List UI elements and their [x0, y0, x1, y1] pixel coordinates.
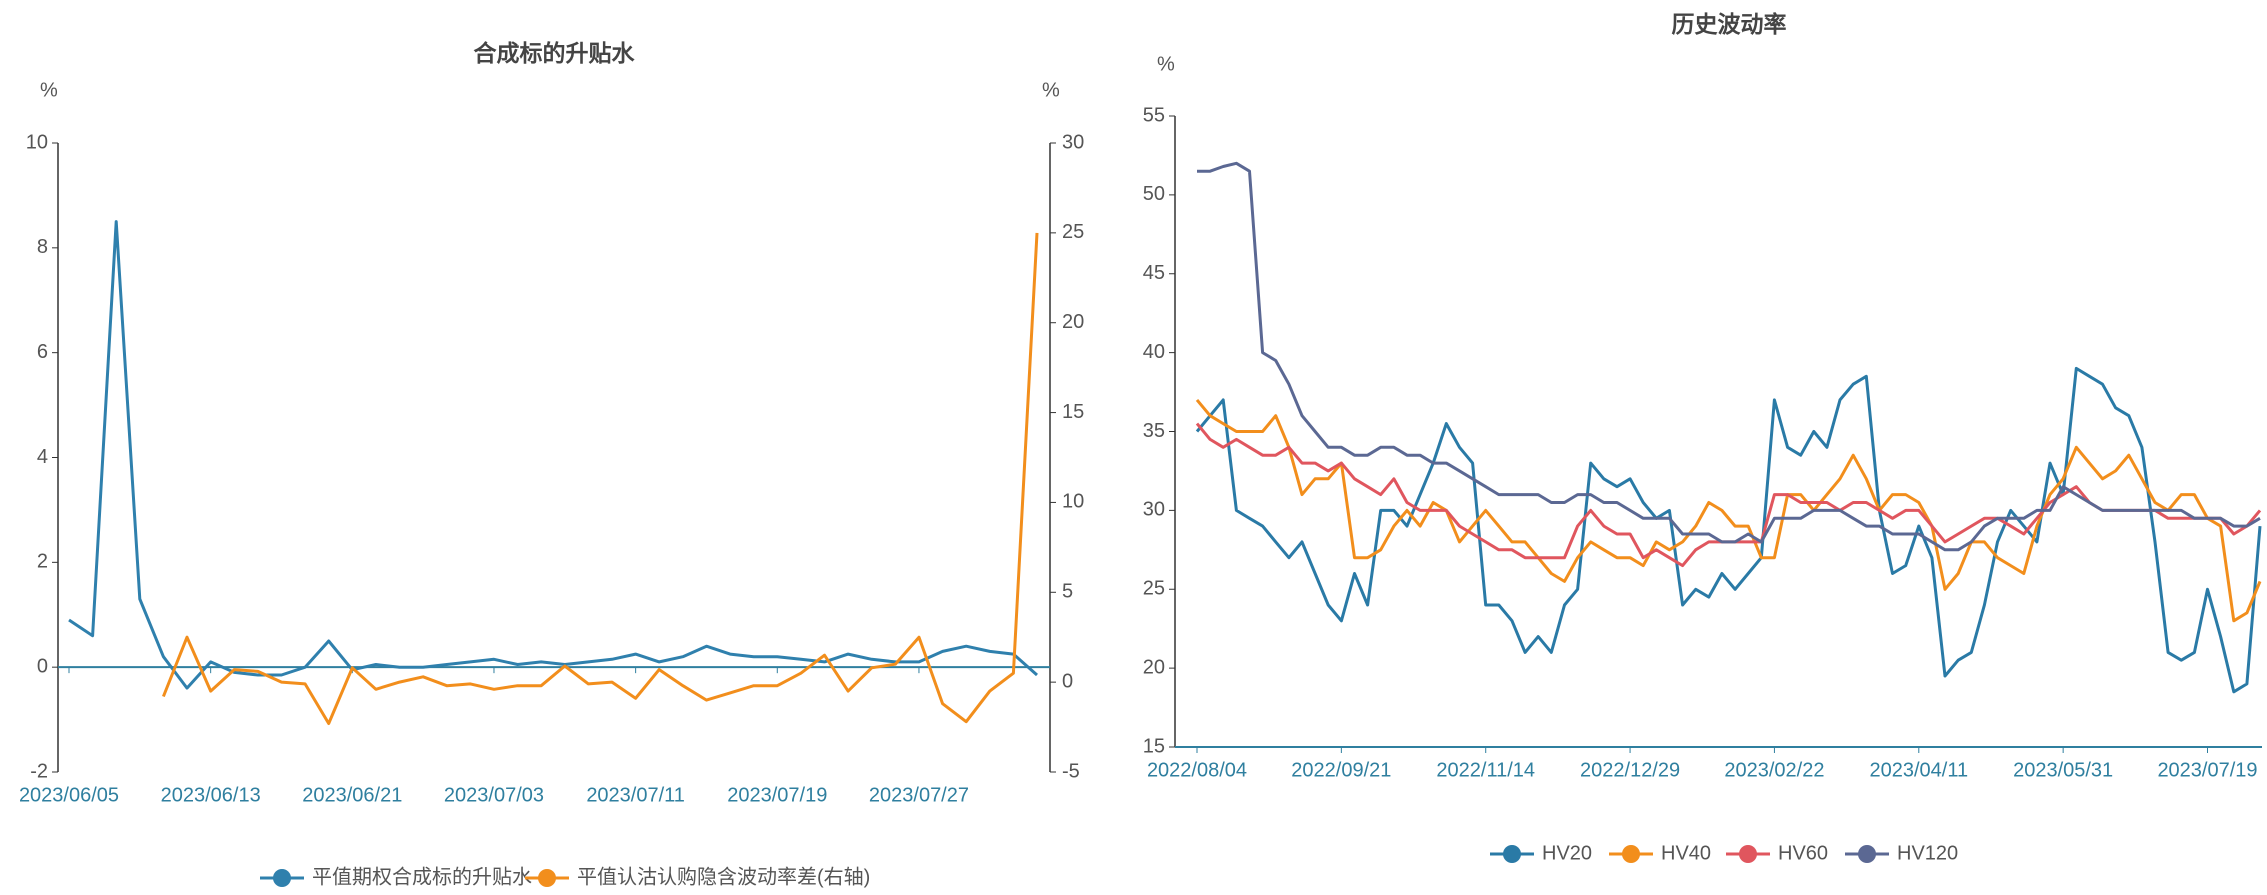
y-tick-label: 50: [1143, 183, 1165, 205]
y-tick-label: 40: [1143, 341, 1165, 363]
x-tick-label: 2023/07/19: [727, 784, 827, 806]
series-line: [1195, 398, 2262, 623]
legend-marker: [1739, 845, 1757, 863]
series-line: [68, 220, 1038, 690]
y2-tick-label: 15: [1062, 401, 1084, 423]
y-tick-label: 35: [1143, 420, 1165, 442]
x-tick-label: 2022/11/14: [1436, 759, 1535, 781]
series-line: [1195, 366, 2262, 694]
x-tick-label: 2023/02/22: [1724, 759, 1824, 781]
legend-marker: [1503, 845, 1521, 863]
y2-tick-label: 10: [1062, 491, 1084, 513]
y2-tick-label: 30: [1062, 131, 1084, 153]
legend-marker: [538, 869, 556, 887]
x-tick-label: 2023/07/11: [586, 784, 685, 806]
legend-label: 平值认沽认购隐含波动率差(右轴): [577, 865, 870, 888]
legend-label: HV60: [1778, 842, 1828, 864]
y2-tick-label: 25: [1062, 221, 1084, 243]
y-tick-label: 15: [1143, 735, 1165, 757]
y2-tick-label: 5: [1062, 581, 1073, 603]
y-tick-label: 4: [37, 446, 48, 468]
series-line: [1195, 422, 2262, 568]
x-tick-label: 2023/07/27: [869, 784, 969, 806]
series-line: [162, 232, 1039, 725]
y-tick-label: 45: [1143, 262, 1165, 284]
legend-label: 平值期权合成标的升贴水: [312, 865, 532, 888]
y2-tick-label: -5: [1062, 760, 1080, 782]
x-tick-label: 2023/04/11: [1869, 759, 1968, 781]
x-tick-label: 2023/06/05: [19, 784, 119, 806]
x-tick-label: 2023/05/31: [2013, 759, 2113, 781]
y-tick-label: 6: [37, 341, 48, 363]
y-axis-unit: %: [40, 79, 58, 101]
x-tick-label: 2023/07/03: [444, 784, 544, 806]
x-tick-label: 2023/06/21: [302, 784, 402, 806]
series-line: [1197, 161, 2261, 552]
legend-label: HV40: [1661, 842, 1711, 864]
x-tick-label: 2023/06/13: [161, 784, 261, 806]
chart-title: 合成标的升贴水: [474, 40, 636, 66]
x-tick-label: 2022/12/29: [1580, 759, 1680, 781]
legend-label: HV120: [1897, 842, 1958, 864]
x-tick-label: 2022/08/04: [1147, 759, 1247, 781]
legend-marker: [1858, 845, 1876, 863]
x-tick-label: 2023/07/19: [2157, 759, 2257, 781]
y-tick-label: 0: [37, 655, 48, 677]
y2-axis-unit: %: [1042, 79, 1060, 101]
y-tick-label: 30: [1143, 499, 1165, 521]
chart-title: 历史波动率: [1672, 11, 1787, 37]
y-tick-label: 8: [37, 236, 48, 258]
y-tick-label: 55: [1143, 104, 1165, 126]
x-tick-label: 2022/09/21: [1291, 759, 1391, 781]
y2-tick-label: 0: [1062, 670, 1073, 692]
y-tick-label: 20: [1143, 656, 1165, 678]
legend-marker: [273, 869, 291, 887]
y-tick-label: 10: [26, 131, 48, 153]
y-tick-label: 2: [37, 551, 48, 573]
legend-label: HV20: [1542, 842, 1592, 864]
legend-marker: [1622, 845, 1640, 863]
y-tick-label: -2: [30, 760, 48, 782]
y2-tick-label: 20: [1062, 311, 1084, 333]
y-axis-unit: %: [1157, 53, 1175, 75]
y-tick-label: 25: [1143, 578, 1165, 600]
